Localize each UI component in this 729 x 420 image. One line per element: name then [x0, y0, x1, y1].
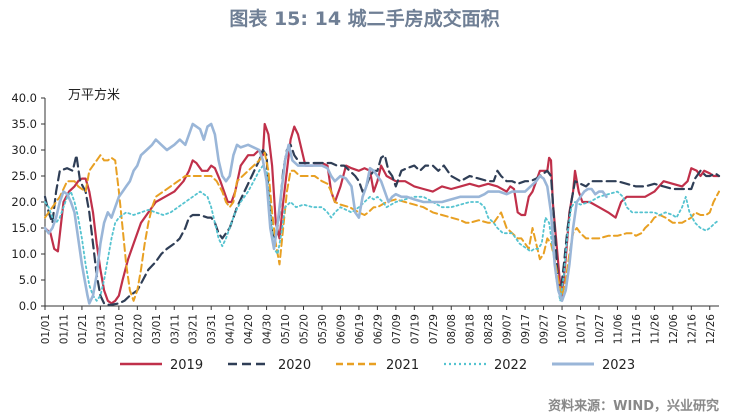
legend-label-2023: 2023 [602, 358, 635, 373]
x-tick-label: 08/08 [446, 314, 458, 344]
y-tick-label: 20.0 [11, 195, 37, 209]
x-tick-label: 01/11 [58, 314, 70, 344]
x-tick-label: 02/20 [132, 314, 144, 344]
x-tick-label: 08/28 [483, 314, 495, 344]
x-tick-label: 05/30 [317, 314, 329, 344]
x-tick-label: 04/20 [243, 314, 255, 344]
x-tick-label: 11/26 [649, 314, 661, 345]
x-tick-label: 10/27 [594, 314, 606, 344]
x-tick-label: 10/07 [557, 314, 569, 344]
y-tick-label: 30.0 [11, 143, 37, 157]
x-tick-label: 06/09 [335, 314, 347, 344]
x-tick-label: 01/21 [77, 314, 89, 344]
x-tick-label: 07/09 [391, 314, 403, 344]
x-tick-label: 10/17 [576, 314, 588, 344]
x-tick-label: 06/19 [354, 314, 366, 344]
chart-title: 图表 15: 14 城二手房成交面积 [229, 8, 500, 30]
x-tick-label: 12/16 [686, 314, 698, 345]
y-tick-label: 15.0 [11, 221, 37, 235]
x-tick-label: 04/10 [225, 314, 237, 344]
x-tick-label: 05/20 [299, 314, 311, 344]
legend-label-2020: 2020 [278, 358, 311, 373]
series-line-2020 [43, 143, 721, 307]
x-tick-label: 01/31 [95, 314, 107, 344]
x-tick-label: 05/10 [280, 314, 292, 344]
legend-label-2019: 2019 [170, 358, 203, 373]
x-tick-label: 09/07 [502, 314, 514, 344]
x-tick-label: 03/21 [188, 314, 200, 344]
x-tick-label: 02/10 [114, 314, 126, 344]
x-tick-label: 08/18 [465, 314, 477, 344]
x-tick-label: 04/30 [262, 314, 274, 344]
x-tick-label: 09/17 [520, 314, 532, 344]
x-tick-label: 07/19 [409, 314, 421, 344]
legend-label-2022: 2022 [494, 358, 527, 373]
y-axis-unit-label: 万平方米 [68, 88, 121, 103]
y-tick-label: 10.0 [11, 247, 37, 261]
x-tick-label: 09/27 [539, 314, 551, 344]
x-tick-label: 03/11 [169, 314, 181, 344]
y-tick-label: 5.0 [19, 273, 37, 287]
y-tick-label: 25.0 [11, 169, 37, 183]
source-note: 资料来源：WIND，兴业研究 [548, 399, 719, 414]
x-tick-label: 03/31 [206, 314, 218, 344]
series-line-2019 [43, 122, 721, 305]
x-tick-label: 12/26 [705, 314, 717, 345]
series-line-2022 [44, 164, 720, 302]
series-line-2023 [43, 122, 608, 305]
legend-label-2021: 2021 [386, 358, 419, 373]
x-tick-label: 03/01 [151, 314, 163, 344]
y-tick-label: 35.0 [11, 117, 37, 131]
x-tick-label: 12/06 [668, 314, 680, 345]
y-tick-label: 40.0 [11, 91, 37, 105]
y-tick-label: 0.0 [19, 299, 37, 313]
x-tick-label: 11/06 [612, 314, 624, 345]
series-line-2021 [44, 151, 720, 302]
x-tick-label: 07/29 [428, 314, 440, 344]
x-tick-label: 11/16 [631, 314, 643, 345]
x-tick-label: 06/29 [372, 314, 384, 344]
x-tick-label: 01/01 [40, 314, 52, 344]
